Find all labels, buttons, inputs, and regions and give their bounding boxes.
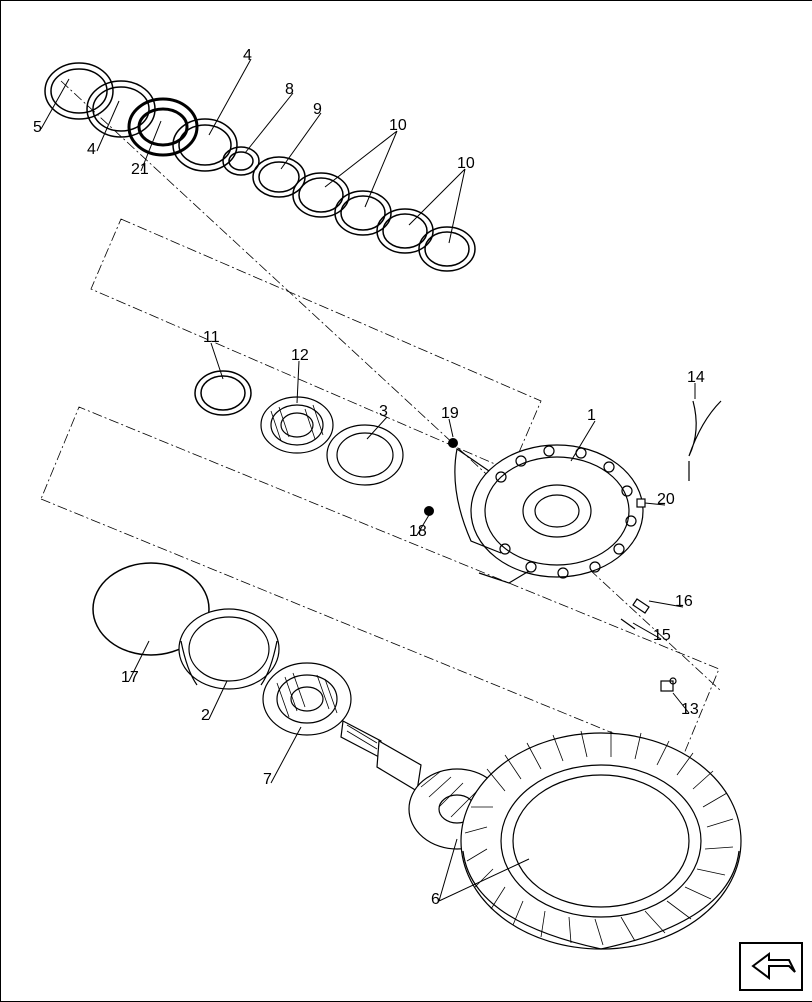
- ring-4b: [173, 119, 237, 171]
- cup-2: [179, 609, 279, 689]
- cup-3: [327, 425, 403, 485]
- label-20: 20: [657, 491, 675, 509]
- bearing-12: [261, 397, 333, 453]
- fitting-13: [661, 678, 676, 691]
- label-8: 8: [285, 81, 294, 99]
- plug-19: [448, 438, 458, 448]
- ring-21: [129, 99, 197, 155]
- label-12: 12: [291, 347, 309, 365]
- label-19: 19: [441, 405, 459, 423]
- label-18: 18: [409, 523, 427, 541]
- exploded-view-svg: [1, 1, 812, 1001]
- label-15: 15: [653, 627, 671, 645]
- label-10b: 10: [457, 155, 475, 173]
- label-2: 2: [201, 707, 210, 725]
- label-16: 16: [675, 593, 693, 611]
- label-21: 21: [131, 161, 149, 179]
- nav-back-icon[interactable]: [739, 942, 803, 991]
- ring-4a: [87, 81, 155, 137]
- label-14: 14: [687, 369, 705, 387]
- label-17: 17: [121, 669, 139, 687]
- label-11: 11: [203, 329, 220, 347]
- ring-9: [253, 157, 305, 197]
- label-10a: 10: [389, 117, 407, 135]
- part-16: [633, 599, 649, 613]
- ring-5: [45, 63, 113, 119]
- diagram-container: 5 4 21 4 8 9 10 10 11 12 3 19 1 14 20 18…: [0, 0, 812, 1002]
- label-5: 5: [33, 119, 42, 137]
- label-13: 13: [681, 701, 699, 719]
- wire-14: [689, 401, 721, 481]
- centerline: [61, 81, 721, 691]
- label-4b: 4: [87, 141, 96, 159]
- label-1: 1: [587, 407, 596, 425]
- ring-gear-6: [461, 731, 741, 949]
- label-4a: 4: [243, 47, 252, 65]
- housing-1: [455, 445, 643, 583]
- fitting-20: [637, 499, 645, 507]
- label-7: 7: [263, 771, 272, 789]
- label-3: 3: [379, 403, 388, 421]
- plug-18: [424, 506, 434, 516]
- label-9: 9: [313, 101, 322, 119]
- label-6: 6: [431, 891, 440, 909]
- ring-10-4: [419, 227, 475, 271]
- bearing-7: [263, 663, 351, 735]
- part-15: [621, 619, 635, 629]
